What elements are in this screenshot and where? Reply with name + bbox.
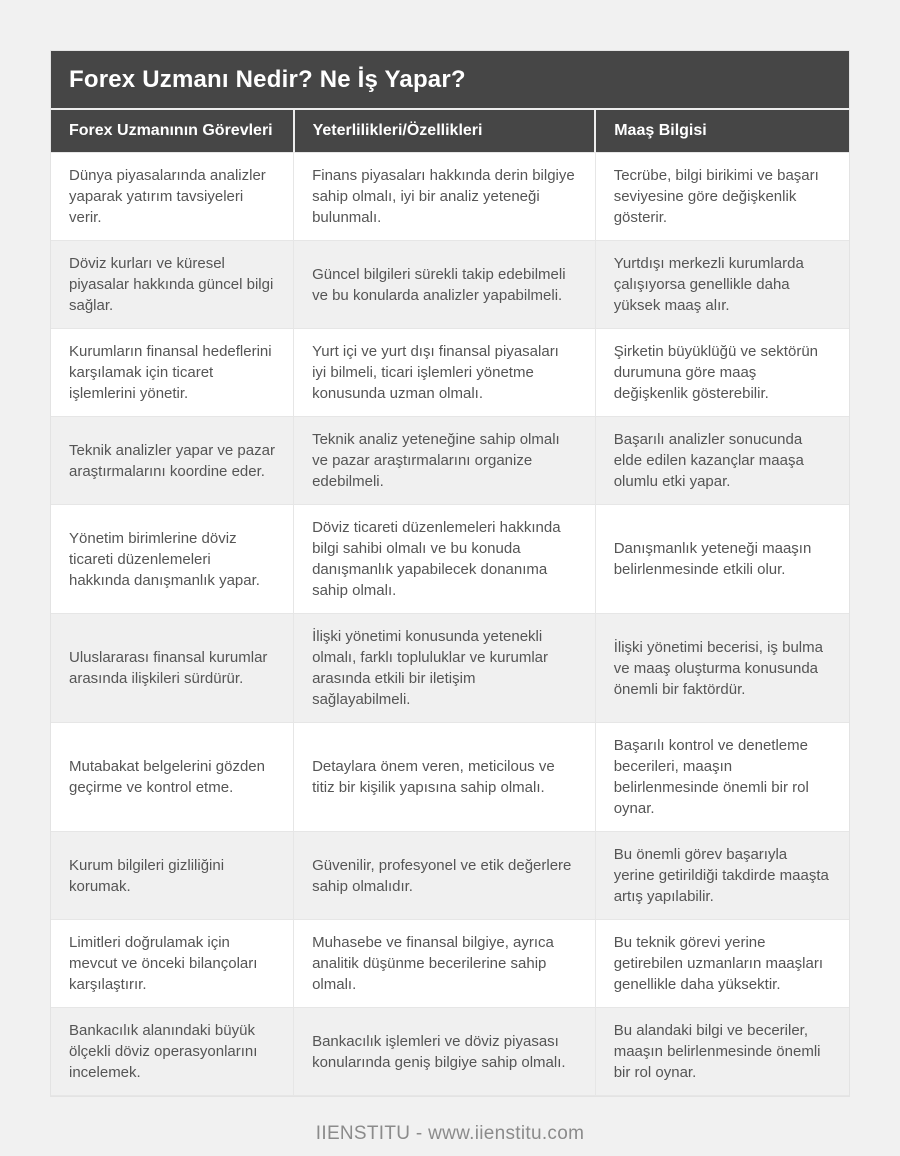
cell-yeterlilik: Güvenilir, profesyonel ve etik değerlere…	[293, 831, 596, 920]
column-header-maas: Maaş Bilgisi	[594, 108, 849, 153]
table-body: Dünya piyasalarında analizler yaparak ya…	[51, 152, 849, 1096]
cell-maas: Danışmanlık yeteneği maaşın belirlenmesi…	[594, 504, 849, 614]
cell-yeterlilik: Güncel bilgileri sürekli takip edebilmel…	[293, 240, 596, 329]
cell-gorev: Döviz kurları ve küresel piyasalar hakkı…	[51, 240, 295, 329]
table-row: Bankacılık alanındaki büyük ölçekli dövi…	[51, 1007, 849, 1096]
table-row: Yönetim birimlerine döviz ticareti düzen…	[51, 504, 849, 614]
cell-maas: İlişki yönetimi becerisi, iş bulma ve ma…	[594, 613, 849, 723]
cell-maas: Başarılı analizler sonucunda elde edilen…	[594, 416, 849, 505]
cell-yeterlilik: Yurt içi ve yurt dışı finansal piyasalar…	[293, 328, 596, 417]
column-header-gorevler: Forex Uzmanının Görevleri	[51, 108, 294, 153]
cell-gorev: Teknik analizler yapar ve pazar araştırm…	[51, 416, 295, 505]
table-row: Uluslararası finansal kurumlar arasında …	[51, 613, 849, 723]
table-row: Kurumların finansal hedeflerini karşılam…	[51, 328, 849, 417]
cell-gorev: Yönetim birimlerine döviz ticareti düzen…	[51, 504, 295, 614]
table-header-row: Forex Uzmanının Görevleri Yeterlilikleri…	[51, 108, 849, 153]
cell-gorev: Bankacılık alanındaki büyük ölçekli dövi…	[51, 1007, 295, 1096]
table-row: Teknik analizler yapar ve pazar araştırm…	[51, 416, 849, 505]
cell-yeterlilik: Teknik analiz yeteneğine sahip olmalı ve…	[293, 416, 596, 505]
cell-yeterlilik: Bankacılık işlemleri ve döviz piyasası k…	[293, 1007, 596, 1096]
cell-gorev: Kurum bilgileri gizliliğini korumak.	[51, 831, 295, 920]
cell-maas: Yurtdışı merkezli kurumlarda çalışıyorsa…	[594, 240, 849, 329]
cell-maas: Bu teknik görevi yerine getirebilen uzma…	[594, 919, 849, 1008]
forex-table: Forex Uzmanının Görevleri Yeterlilikleri…	[51, 108, 849, 1096]
forex-info-card: Forex Uzmanı Nedir? Ne İş Yapar? Forex U…	[50, 50, 850, 1097]
table-header: Forex Uzmanının Görevleri Yeterlilikleri…	[51, 108, 849, 153]
cell-maas: Bu önemli görev başarıyla yerine getiril…	[594, 831, 849, 920]
table-row: Döviz kurları ve küresel piyasalar hakkı…	[51, 240, 849, 329]
page-title: Forex Uzmanı Nedir? Ne İş Yapar?	[51, 51, 849, 108]
table-row: Limitleri doğrulamak için mevcut ve önce…	[51, 919, 849, 1008]
cell-maas: Şirketin büyüklüğü ve sektörün durumuna …	[594, 328, 849, 417]
cell-maas: Bu alandaki bilgi ve beceriler, maaşın b…	[594, 1007, 849, 1096]
cell-gorev: Limitleri doğrulamak için mevcut ve önce…	[51, 919, 295, 1008]
cell-yeterlilik: Döviz ticareti düzenlemeleri hakkında bi…	[293, 504, 596, 614]
table-row: Dünya piyasalarında analizler yaparak ya…	[51, 152, 849, 241]
cell-yeterlilik: İlişki yönetimi konusunda yetenekli olma…	[293, 613, 596, 723]
cell-maas: Tecrübe, bilgi birikimi ve başarı seviye…	[594, 152, 849, 241]
cell-gorev: Dünya piyasalarında analizler yaparak ya…	[51, 152, 295, 241]
cell-gorev: Mutabakat belgelerini gözden geçirme ve …	[51, 722, 295, 832]
cell-gorev: Kurumların finansal hedeflerini karşılam…	[51, 328, 295, 417]
cell-maas: Başarılı kontrol ve denetleme becerileri…	[594, 722, 849, 832]
cell-gorev: Uluslararası finansal kurumlar arasında …	[51, 613, 295, 723]
table-row: Mutabakat belgelerini gözden geçirme ve …	[51, 722, 849, 832]
cell-yeterlilik: Finans piyasaları hakkında derin bilgiye…	[293, 152, 596, 241]
cell-yeterlilik: Detaylara önem veren, meticilous ve titi…	[293, 722, 596, 832]
column-header-yeterlilikler: Yeterlilikleri/Özellikleri	[292, 108, 596, 153]
footer-credit: IIENSTITU - www.iienstitu.com	[315, 1123, 585, 1144]
cell-yeterlilik: Muhasebe ve finansal bilgiye, ayrıca ana…	[293, 919, 596, 1008]
table-row: Kurum bilgileri gizliliğini korumak. Güve…	[51, 831, 849, 920]
